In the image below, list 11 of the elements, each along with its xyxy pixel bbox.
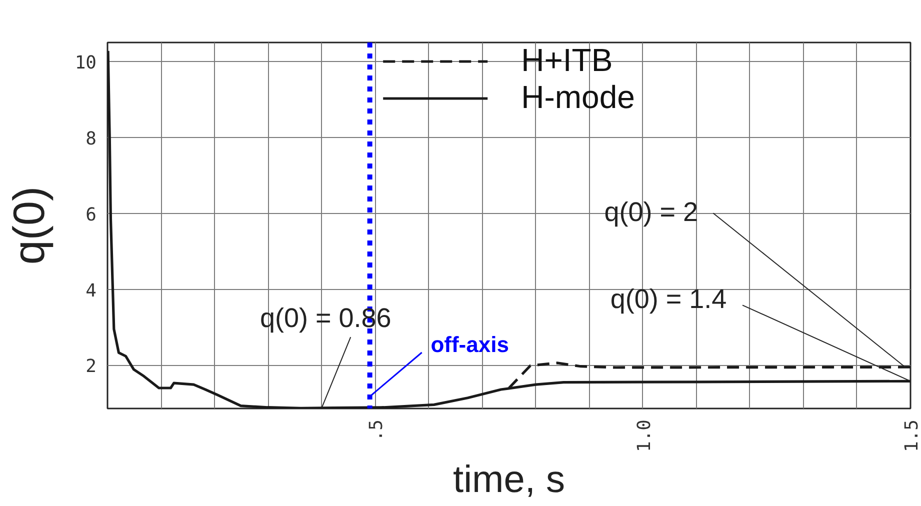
y-tick-label: 10: [74, 52, 97, 74]
ref-line-label: off-axis: [430, 332, 509, 357]
y-axis-title: q(0): [4, 186, 54, 265]
x-axis-title: time, s: [453, 459, 565, 502]
y-tick-label: 6: [86, 204, 97, 226]
y-tick-label: 2: [86, 356, 97, 378]
x-tick-label: 1.0: [634, 419, 655, 452]
x-tick-label: .5: [366, 419, 388, 442]
y-tick-label: 8: [86, 128, 97, 150]
x-tick-label: 1.5: [902, 419, 921, 452]
y-tick-label: 4: [86, 280, 97, 302]
